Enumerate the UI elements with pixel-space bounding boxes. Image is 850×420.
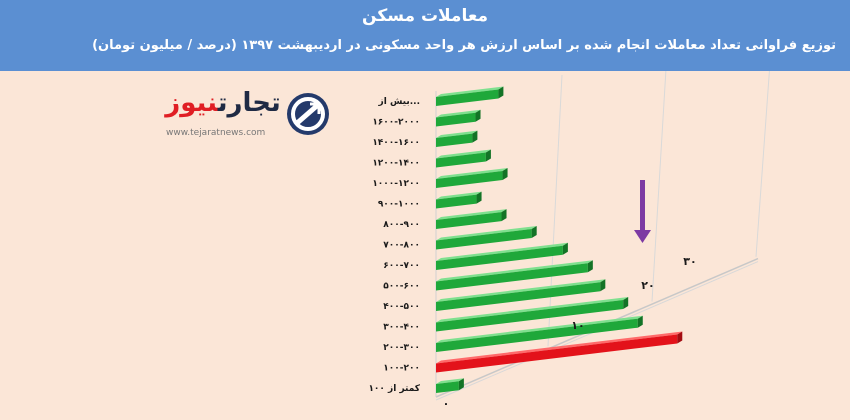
category-label: ۳۰۰-۴۰۰: [383, 323, 420, 333]
category-label: ۸۰۰-۹۰۰: [383, 220, 420, 230]
category-label: بیش از...: [378, 97, 420, 107]
bar-top: [436, 260, 593, 282]
bar-front: [436, 152, 486, 168]
bar: [436, 296, 629, 332]
bar-end: [600, 279, 606, 292]
highlight-arrow-icon: [634, 180, 651, 243]
bar-front: [436, 212, 502, 229]
bar-end: [502, 167, 508, 180]
logo-url: www.tejaratnews.com: [166, 128, 266, 138]
bar: [436, 279, 606, 311]
bar: [436, 260, 593, 291]
bar: [436, 315, 643, 352]
bar-top: [436, 149, 491, 159]
bar-end: [637, 315, 643, 328]
logo-name-part1: تجارت: [217, 88, 281, 118]
bar-front: [436, 170, 503, 188]
bar-front: [436, 194, 477, 209]
bar-top: [436, 296, 629, 323]
bar-end: [458, 378, 464, 391]
category-label: ۱۴۰۰-۱۶۰۰: [372, 138, 420, 148]
bar: [436, 331, 683, 373]
category-label: ۶۰۰-۷۰۰: [383, 261, 420, 271]
bar-front: [436, 263, 588, 291]
bar-front: [436, 228, 532, 250]
category-label: ۱۰۰۰-۱۲۰۰: [372, 179, 420, 189]
bar-end: [485, 149, 491, 162]
bar-end: [476, 191, 482, 204]
bar: [436, 242, 568, 270]
bar-end: [623, 296, 629, 309]
bar-top: [436, 130, 478, 138]
bar: [436, 109, 481, 127]
category-label: کمتر از ۱۰۰: [368, 384, 420, 394]
x-tick-label: ۳۰: [683, 255, 696, 268]
bar-end: [587, 260, 593, 273]
category-label: ۵۰۰-۶۰۰: [383, 282, 420, 292]
bar-end: [498, 86, 504, 99]
bar-front: [436, 334, 678, 373]
category-label: ۴۰۰-۵۰۰: [383, 302, 420, 312]
bar-end: [472, 130, 478, 143]
bar-top: [436, 167, 508, 179]
bar: [436, 191, 482, 209]
bar-front: [436, 133, 473, 147]
bar-end: [501, 209, 507, 222]
x-tick-label: ۱۰: [571, 319, 584, 332]
bar-chart: کمتر از ۱۰۰ ۱۰۰-۲۰۰ ۲۰۰-۳۰۰ ۳۰۰-۴۰۰ ۴۰۰-۵۰۰ ۵…: [368, 71, 770, 410]
chart-header: معاملات مسکن توزیع فراوانی تعداد معاملات…: [0, 0, 850, 71]
bar-top: [436, 225, 537, 241]
bar-top: [436, 242, 568, 261]
bar-front: [436, 282, 601, 311]
bar: [436, 209, 507, 229]
bar-end: [475, 109, 481, 122]
bar-front: [436, 299, 624, 332]
x-tick-label: ۰: [443, 397, 450, 410]
bar-top: [436, 109, 481, 118]
category-label: ۹۰۰-۱۰۰۰: [378, 200, 420, 210]
category-label: ۱۲۰۰-۱۴۰۰: [372, 159, 420, 169]
chart-subtitle: توزیع فراوانی تعداد معاملات انجام شده بر…: [92, 38, 836, 53]
category-labels: کمتر از ۱۰۰ ۱۰۰-۲۰۰ ۲۰۰-۳۰۰ ۳۰۰-۴۰۰ ۴۰۰-۵۰۰ ۵…: [368, 97, 420, 394]
x-axis-ticks: ۰ ۱۰ ۲۰ ۳۰: [443, 255, 697, 410]
bar-front: [436, 112, 476, 127]
bar-front: [436, 89, 499, 106]
chart-title: معاملات مسکن: [362, 6, 488, 26]
bar-front: [436, 318, 638, 352]
bar-top: [436, 331, 683, 364]
grid-line: [651, 71, 667, 302]
arrow-head: [634, 230, 651, 243]
bar: [436, 225, 537, 250]
x-tick-label: ۲۰: [641, 279, 654, 292]
bar: [436, 86, 504, 106]
bar: [436, 378, 464, 393]
chart-bars: [436, 86, 683, 393]
bar-top: [436, 209, 507, 220]
tejarat-news-logo: تجارتنیوز www.tejaratnews.com: [164, 88, 330, 146]
grid-line: [755, 71, 770, 257]
bar-end: [677, 331, 683, 344]
category-label: ۷۰۰-۸۰۰: [383, 241, 420, 251]
bar-top: [436, 279, 606, 302]
bar-end: [562, 242, 568, 255]
category-label: ۱۰۰-۲۰۰: [383, 364, 420, 374]
logo-mark-icon: [287, 93, 329, 135]
logo-wordmark: تجارتنیوز: [164, 88, 282, 118]
bar-front: [436, 245, 563, 270]
logo-name-part2: نیوز: [165, 88, 218, 118]
bar: [436, 167, 508, 188]
bar-top: [436, 86, 504, 97]
bar-top: [436, 191, 482, 200]
bar: [436, 130, 478, 147]
arrow-shaft: [640, 180, 645, 232]
bar-front: [436, 381, 459, 393]
category-label: ۱۶۰۰-۲۰۰۰: [372, 118, 420, 128]
bar-top: [436, 315, 643, 343]
bar-end: [531, 225, 537, 238]
bar: [436, 149, 491, 168]
grid-line: [547, 74, 563, 347]
category-label: ۲۰۰-۳۰۰: [383, 343, 420, 353]
bar-top: [436, 378, 464, 384]
